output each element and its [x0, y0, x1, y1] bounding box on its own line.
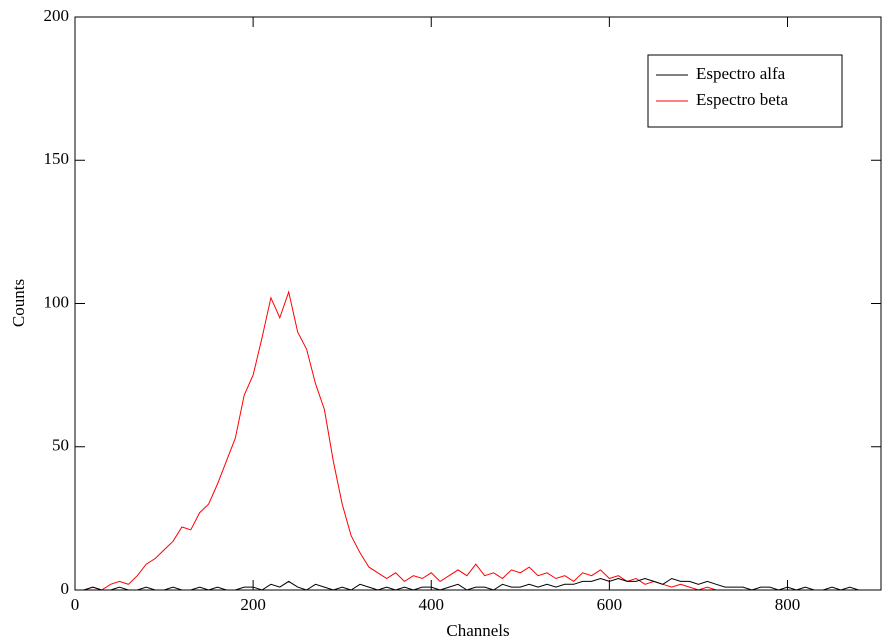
y-tick-label: 0: [61, 579, 70, 598]
y-tick-label: 200: [44, 6, 70, 25]
series-line: [75, 577, 859, 591]
legend-label: Espectro alfa: [696, 64, 786, 83]
x-tick-label: 200: [240, 595, 266, 614]
legend-box: [647, 54, 843, 128]
y-tick-label: 50: [52, 436, 69, 455]
legend-label: Espectro beta: [696, 90, 788, 109]
y-tick-label: 100: [44, 292, 70, 311]
x-tick-label: 600: [597, 595, 623, 614]
x-tick-label: 0: [71, 595, 80, 614]
x-tick-label: 400: [418, 595, 444, 614]
x-tick-label: 800: [775, 595, 801, 614]
y-tick-label: 150: [44, 149, 70, 168]
series-line: [83, 290, 859, 591]
y-axis-label: Counts: [9, 279, 28, 327]
plot-frame: [74, 16, 882, 591]
x-axis-label: Channels: [446, 621, 509, 640]
